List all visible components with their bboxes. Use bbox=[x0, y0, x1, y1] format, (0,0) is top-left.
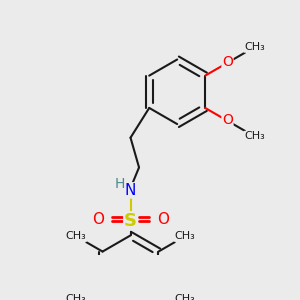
Text: CH₃: CH₃ bbox=[66, 294, 86, 300]
Text: O: O bbox=[92, 212, 104, 227]
Text: CH₃: CH₃ bbox=[175, 294, 195, 300]
Text: N: N bbox=[125, 183, 136, 198]
Text: O: O bbox=[222, 55, 233, 69]
Text: CH₃: CH₃ bbox=[66, 231, 86, 241]
Text: O: O bbox=[157, 212, 169, 227]
Text: CH₃: CH₃ bbox=[244, 131, 265, 141]
Text: H: H bbox=[114, 177, 125, 191]
Text: O: O bbox=[222, 113, 233, 127]
Text: CH₃: CH₃ bbox=[244, 42, 265, 52]
Text: CH₃: CH₃ bbox=[175, 231, 195, 241]
Text: S: S bbox=[124, 212, 137, 230]
